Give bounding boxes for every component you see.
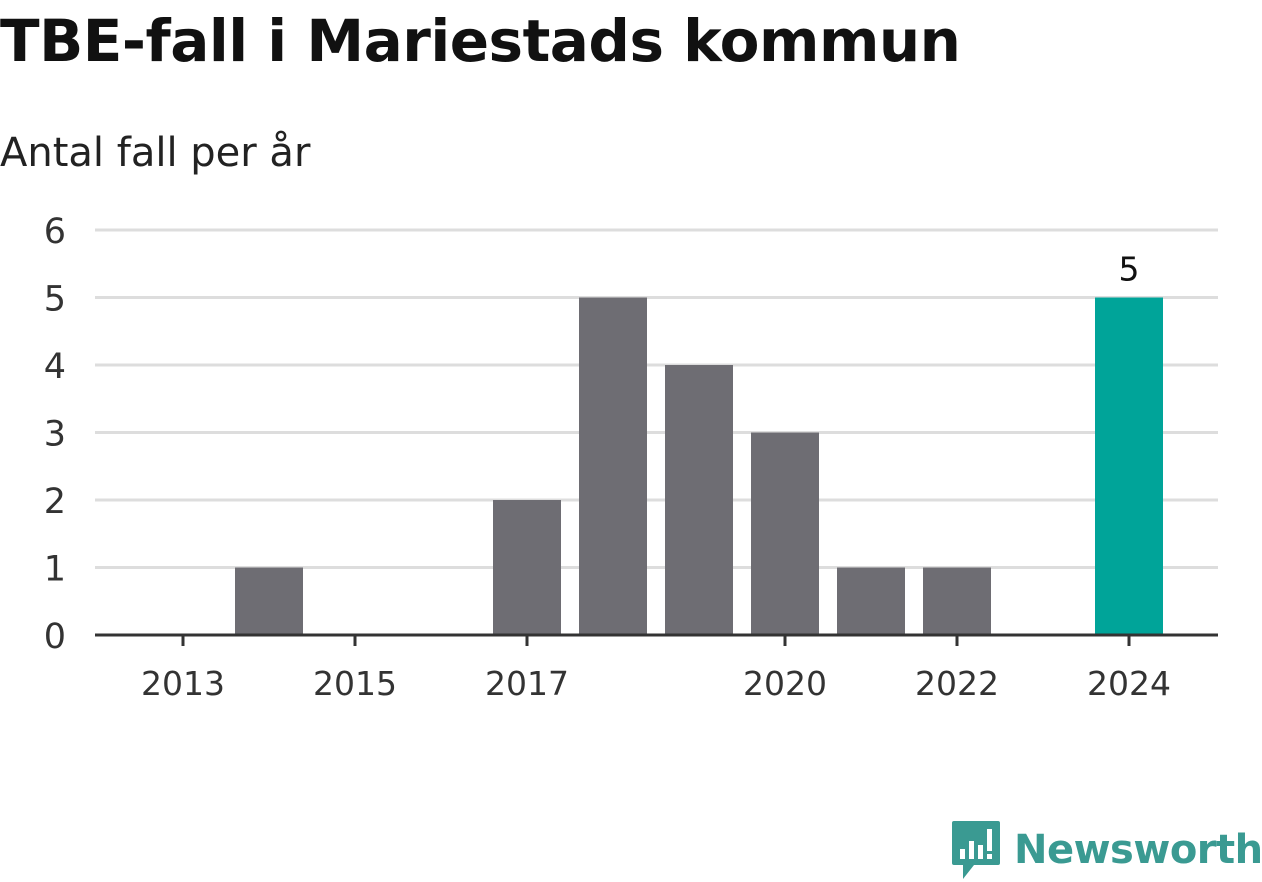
x-tick-label: 2017 [485, 664, 569, 703]
data-label: 5 [1119, 250, 1140, 289]
bar-2021 [837, 567, 905, 635]
gridlines [95, 228, 1218, 569]
bar-2018 [579, 297, 647, 635]
bar-2020 [751, 432, 819, 635]
x-tick-label: 2013 [141, 664, 225, 703]
newsworthy-logo-icon [952, 821, 1000, 879]
chart-subtitle: Antal fall per år [0, 130, 311, 176]
bar-chart: 0 1 2 3 4 5 6 2013 2015 2017 2020 2022 2024 5 [44, 212, 1218, 703]
x-tick-label: 2020 [743, 664, 827, 703]
y-tick-label: 5 [44, 280, 66, 320]
y-tick-label: 1 [44, 550, 66, 590]
bars [235, 297, 1163, 635]
y-tick-label: 3 [44, 415, 66, 455]
chart-title: TBE-fall i Mariestads kommun [0, 7, 961, 75]
bar-2014 [235, 567, 303, 635]
data-labels: 5 [1119, 250, 1140, 289]
y-tick-label: 4 [44, 347, 66, 387]
x-tick-label: 2015 [313, 664, 397, 703]
y-axis-ticks: 0 1 2 3 4 5 6 [44, 212, 66, 657]
bar-2017 [493, 500, 561, 635]
newsworthy-logo: Newsworthy [950, 818, 1262, 882]
x-tick-label: 2024 [1087, 664, 1171, 703]
brand-name: Newsworthy [1014, 827, 1262, 873]
bar-2019 [665, 365, 733, 635]
x-tick-label: 2022 [915, 664, 999, 703]
y-tick-label: 6 [44, 212, 66, 252]
x-axis-ticks: 2013 2015 2017 2020 2022 2024 [141, 635, 1171, 703]
bar-2022 [923, 567, 991, 635]
y-tick-label: 0 [44, 617, 66, 657]
bar-2024 [1095, 297, 1163, 635]
y-tick-label: 2 [44, 482, 66, 522]
